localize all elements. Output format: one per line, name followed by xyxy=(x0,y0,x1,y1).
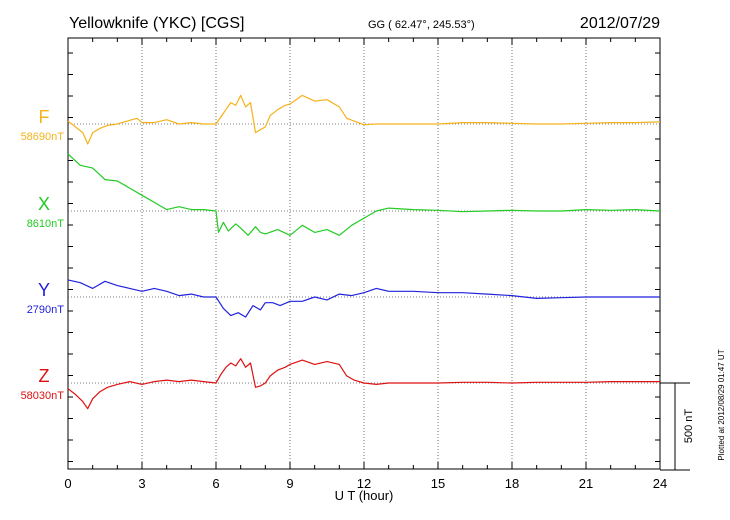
tick-marks xyxy=(67,38,661,469)
series-name-x: X xyxy=(38,194,50,214)
chart-title: Yellowknife (YKC) [CGS] xyxy=(69,15,244,32)
x-tick-label: 15 xyxy=(431,476,445,491)
plot-frame xyxy=(67,37,661,470)
x-tick-label: 9 xyxy=(286,476,293,491)
series-line-f xyxy=(67,94,661,145)
series-labels: F 58690nT X 8610nT Y 2790nT Z 58030nT xyxy=(21,107,65,402)
x-axis-label: U T (hour) xyxy=(335,488,394,503)
series-baseline-f: 58690nT xyxy=(21,131,65,143)
plotted-timestamp: Plotted at 2012/08/29 01:47 UT xyxy=(717,349,726,460)
series-baseline-x: 8610nT xyxy=(27,218,65,230)
station-coordinates: GG ( 62.47°, 245.53°) xyxy=(368,19,475,31)
x-tick-label: 6 xyxy=(212,476,219,491)
x-tick-label: 24 xyxy=(653,476,667,491)
series-baseline-y: 2790nT xyxy=(27,304,65,316)
series-line-y xyxy=(67,279,660,318)
chart-date: 2012/07/29 xyxy=(580,15,660,32)
series-name-f: F xyxy=(39,107,50,127)
x-tick-label: 21 xyxy=(579,476,593,491)
series-line-z xyxy=(67,358,660,410)
x-tick-label: 3 xyxy=(138,476,145,491)
series-line-x xyxy=(67,153,661,236)
series-lines xyxy=(67,94,661,410)
x-tick-labels: 0 3 6 9 12 15 18 21 24 xyxy=(64,476,667,491)
scale-bar-group: 500 nT xyxy=(660,382,695,471)
x-tick-label: 0 xyxy=(64,476,71,491)
scale-bar-label: 500 nT xyxy=(683,409,695,444)
x-tick-label: 12 xyxy=(357,476,371,491)
x-tick-label: 18 xyxy=(505,476,519,491)
series-baseline-z: 58030nT xyxy=(21,390,65,402)
series-name-y: Y xyxy=(38,280,50,300)
series-name-z: Z xyxy=(39,366,50,386)
